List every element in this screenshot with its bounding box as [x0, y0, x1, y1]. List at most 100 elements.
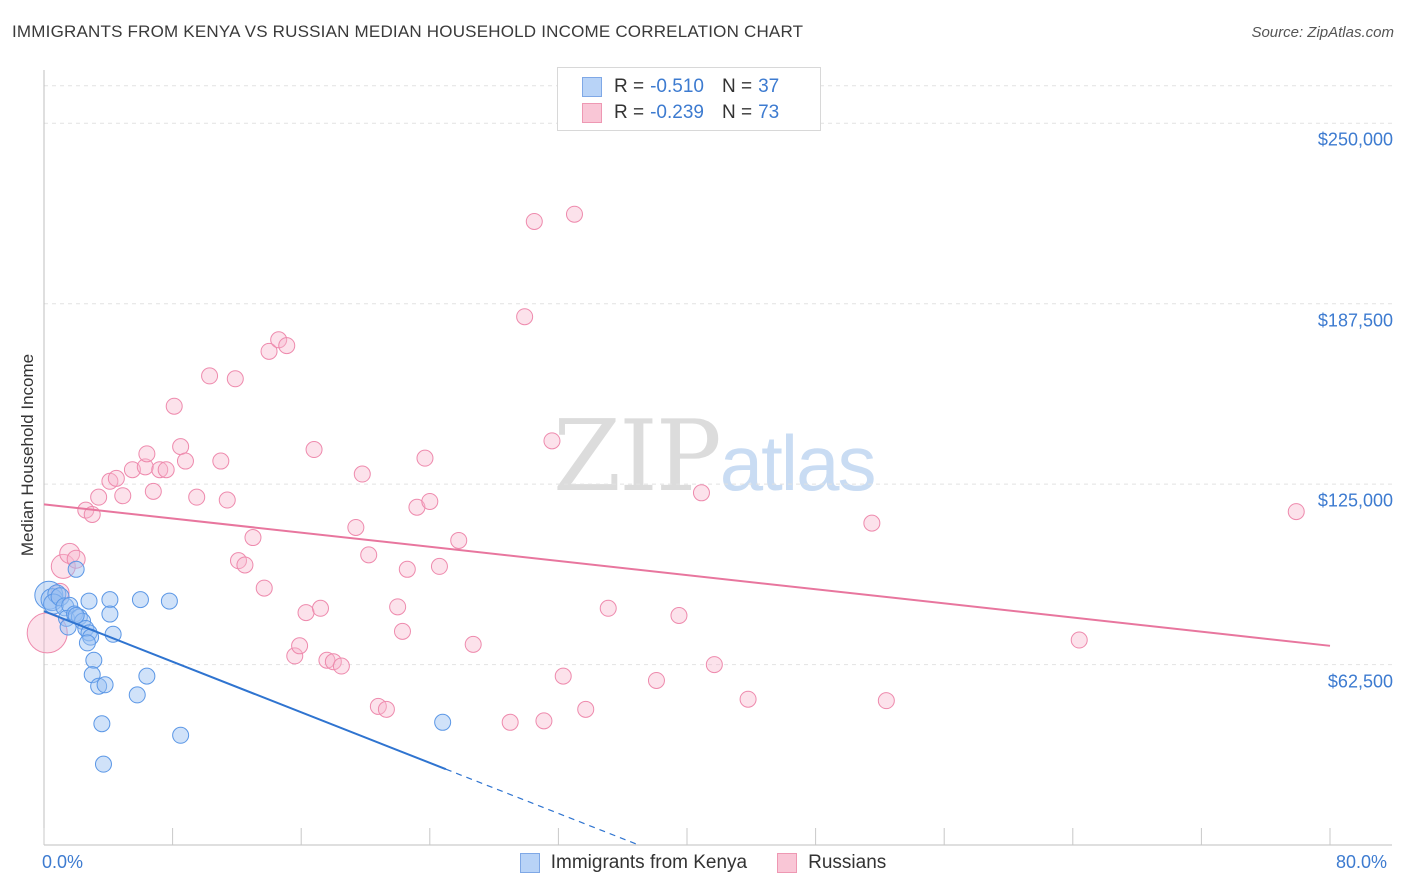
legend-swatch-blue [519, 853, 540, 873]
russians-point [877, 692, 895, 710]
legend-item-russians[interactable]: Russians [777, 852, 886, 874]
russians-point [1287, 503, 1305, 521]
russians-point [360, 546, 378, 564]
r-label: R = [614, 102, 645, 123]
kenya-point [131, 591, 149, 609]
y-tick-label: $187,500 [1317, 310, 1393, 331]
russians-point [318, 651, 336, 669]
russians-point [450, 531, 468, 549]
russians-point [226, 370, 244, 388]
russians-point [66, 549, 86, 569]
y-tick-label: $62,500 [1327, 671, 1393, 692]
x-tick-label-right: 80.0% [1336, 852, 1388, 872]
russians-point [123, 461, 141, 479]
russians-point [255, 579, 273, 597]
russians-point [525, 212, 543, 230]
kenya-point [80, 592, 98, 610]
russians-point [705, 656, 723, 674]
r-label: R = [614, 76, 645, 97]
russians-point [311, 599, 329, 617]
russians-point [393, 622, 411, 640]
russians-point [670, 607, 688, 624]
kenya-point [90, 677, 108, 695]
kenya-point [96, 676, 114, 694]
kenya-trend-extension [445, 768, 639, 846]
kenya-point [101, 591, 119, 609]
russians-point [244, 529, 262, 547]
legend-label-russians: Russians [808, 852, 887, 873]
y-tick-label: $250,000 [1317, 129, 1393, 150]
russians-point [236, 556, 254, 574]
russians-point [218, 491, 236, 509]
y-tick-label: $125,000 [1317, 490, 1393, 511]
russians-point [501, 713, 519, 731]
russians-point [172, 438, 190, 456]
russians-point [332, 657, 350, 675]
russians-point [516, 308, 534, 326]
source-label: Source: ZipAtlas.com [1251, 24, 1394, 41]
kenya-point [434, 713, 452, 731]
russians-point [347, 518, 365, 536]
kenya-point [85, 651, 103, 669]
russians-point [377, 700, 395, 718]
russians-point [535, 712, 553, 730]
kenya-point [138, 667, 156, 685]
legend-swatch-pink [582, 103, 602, 123]
russians-point [543, 432, 561, 450]
russians-point [144, 482, 162, 500]
n-value: 73 [758, 102, 780, 123]
kenya-point [50, 587, 70, 607]
russians-point [157, 461, 175, 479]
russians-point [692, 484, 710, 502]
russians-points [26, 205, 1305, 731]
russians-point [212, 452, 230, 470]
russians-point [188, 488, 206, 506]
russians-point [151, 461, 169, 479]
n-value: 37 [758, 76, 780, 97]
russians-point [114, 487, 132, 505]
russians-point [107, 469, 125, 487]
russians-point [201, 367, 219, 385]
russians-point [353, 465, 371, 483]
kenya-points [34, 560, 452, 773]
n-label: N = [721, 102, 753, 123]
trend-lines [43, 503, 1331, 846]
russians-point [305, 441, 323, 459]
legend-swatch-blue [582, 77, 602, 97]
russians-point [863, 514, 881, 532]
n-label: N = [721, 76, 753, 97]
kenya-trend-line [43, 610, 447, 771]
kenya-point [93, 715, 111, 733]
russians-point [577, 700, 595, 718]
russians-point [90, 488, 108, 506]
russians-point [464, 635, 482, 653]
legend-label-kenya: Immigrants from Kenya [550, 852, 748, 873]
axes [43, 70, 1392, 846]
kenya-point [128, 686, 146, 704]
legend-swatch-pink [777, 853, 798, 873]
russians-point [1070, 631, 1088, 649]
russians-point [291, 637, 309, 655]
watermark-atlas: atlas [719, 419, 877, 507]
y-axis-label: Median Household Income [18, 353, 37, 557]
russians-point [430, 557, 448, 575]
russians-point [324, 653, 342, 671]
russians-point [286, 647, 304, 665]
kenya-point [94, 755, 112, 773]
russians-point [565, 205, 583, 223]
russians-trend-line [43, 503, 1331, 647]
kenya-point [78, 634, 96, 652]
stats-legend-row-russians: R = -0.239 N = 73 [582, 101, 779, 125]
russians-point [421, 492, 439, 510]
russians-point [647, 671, 665, 689]
r-value: -0.239 [650, 102, 704, 123]
kenya-point [67, 560, 85, 578]
legend-item-kenya[interactable]: Immigrants from Kenya [519, 852, 748, 874]
russians-point [599, 599, 617, 617]
russians-point [297, 604, 315, 622]
russians-point [136, 458, 154, 476]
russians-point [260, 342, 278, 360]
kenya-point [160, 592, 178, 610]
stats-legend: R = -0.510 N = 37 R = -0.239 N = 73 [557, 67, 821, 131]
